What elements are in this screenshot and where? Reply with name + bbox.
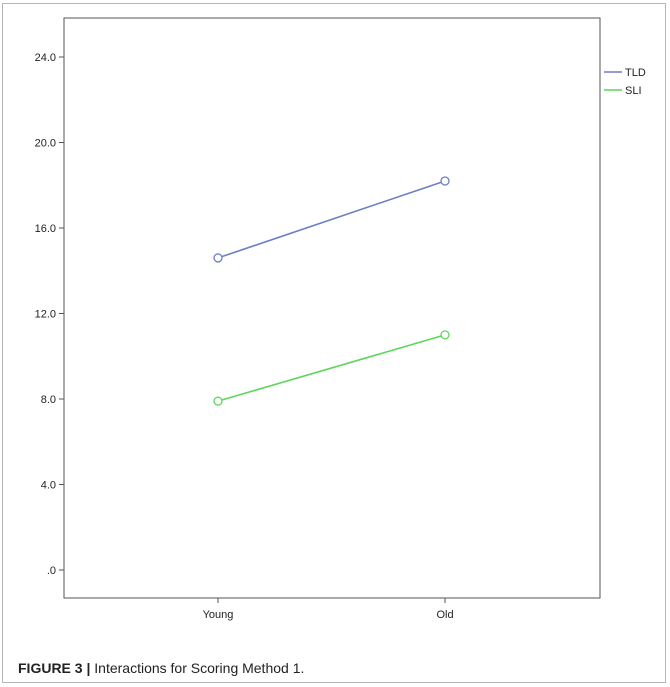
y-tick-label: 4.0 <box>41 480 56 492</box>
series-group <box>213 176 450 406</box>
data-point-sli-old <box>440 330 450 340</box>
figure-label: FIGURE 3 | <box>18 660 91 676</box>
y-tick-label: 24.0 <box>35 52 56 64</box>
data-point-tld-young <box>213 253 223 263</box>
y-tick-label: 16.0 <box>35 223 56 235</box>
x-axis-ticks: Young Old <box>203 598 454 621</box>
y-tick-label: 12.0 <box>35 309 56 321</box>
x-tick-label: Old <box>436 609 453 621</box>
legend: TLD SLI <box>604 67 646 97</box>
legend-label-sli: SLI <box>625 85 642 97</box>
y-tick-label: .0 <box>47 565 56 577</box>
axes <box>63 17 601 599</box>
figure-frame <box>2 3 666 683</box>
plot-border <box>63 17 601 599</box>
legend-label-tld: TLD <box>625 67 646 79</box>
x-tick-label: Young <box>203 609 234 621</box>
figure-caption: FIGURE 3 | Interactions for Scoring Meth… <box>18 660 304 676</box>
y-tick-label: 8.0 <box>41 394 56 406</box>
series-line-sli <box>217 334 446 402</box>
caption-text: Interactions for Scoring Method 1. <box>94 660 305 676</box>
series-line-tld <box>217 180 446 259</box>
y-tick-label: 20.0 <box>35 138 56 150</box>
y-axis-ticks: .0 4.0 8.0 12.0 16.0 20.0 24.0 <box>35 52 64 577</box>
data-point-sli-young <box>213 396 223 406</box>
data-point-tld-old <box>440 176 450 186</box>
